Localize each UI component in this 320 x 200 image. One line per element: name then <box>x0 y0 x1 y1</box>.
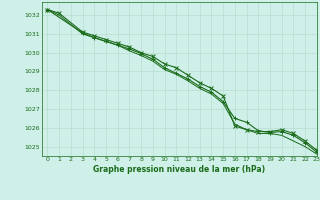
X-axis label: Graphe pression niveau de la mer (hPa): Graphe pression niveau de la mer (hPa) <box>93 165 265 174</box>
